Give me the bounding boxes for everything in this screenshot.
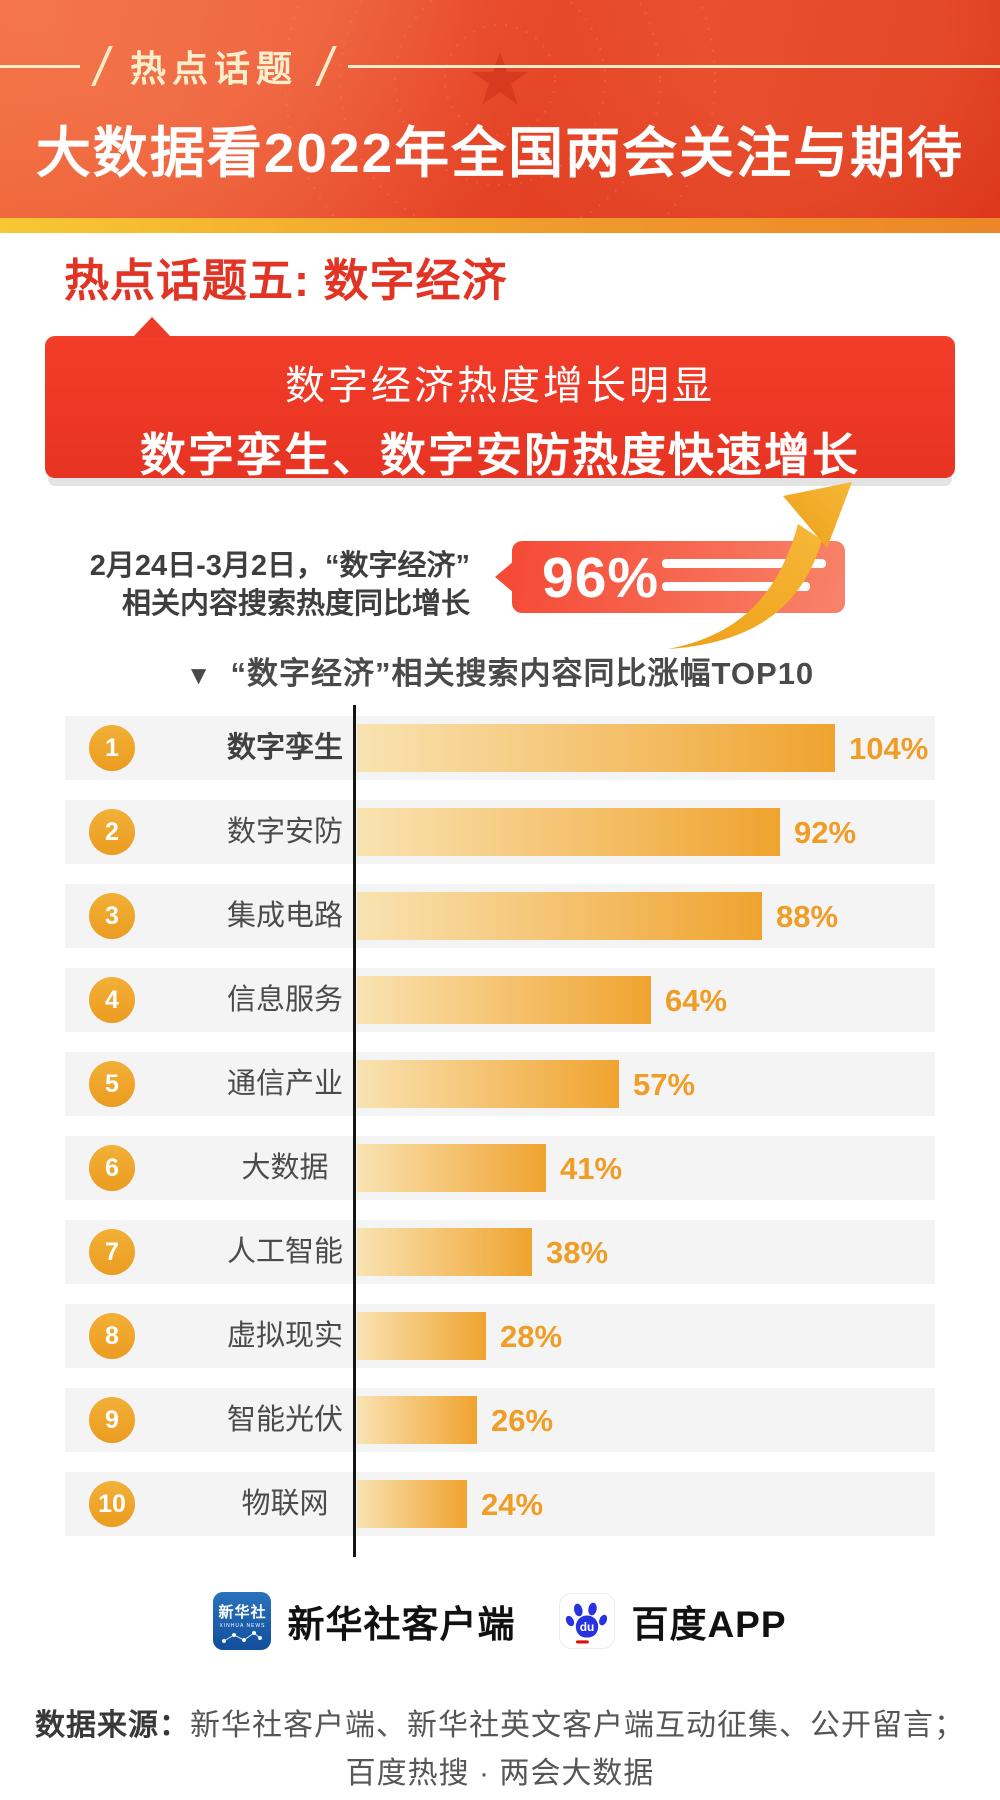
growth-value-badge: 96%: [495, 541, 845, 613]
chart-row: 3 集成电路 88%: [65, 884, 935, 948]
baidu-logo-group: du 百度APP: [559, 1593, 786, 1649]
chart-row: 9 智能光伏 26%: [65, 1388, 935, 1452]
chart-row: 2 数字安防 92%: [65, 800, 935, 864]
chart-title-text: “数字经济”相关搜索内容同比涨幅TOP10: [230, 656, 815, 691]
speed-line-decoration: [662, 582, 810, 591]
chart-row: 4 信息服务 64%: [65, 968, 935, 1032]
value-label: 28%: [500, 1319, 563, 1354]
hot-topic-tag-row: 热点话题: [0, 44, 1000, 89]
tag-line-left: [0, 64, 80, 68]
chart-row: 7 人工智能 38%: [65, 1220, 935, 1284]
gold-divider-strip: [0, 218, 1000, 233]
value-label: 26%: [491, 1403, 554, 1438]
value-bar: [357, 1228, 532, 1276]
rank-badge: 5: [89, 1061, 135, 1107]
value-label: 64%: [665, 983, 728, 1018]
section-title: 热点话题五: 数字经济: [64, 255, 508, 306]
chart-row: 8 虚拟现实 28%: [65, 1304, 935, 1368]
category-label: 大数据: [241, 1152, 329, 1184]
baidu-logo-label: 百度APP: [631, 1604, 787, 1645]
data-source-line2: 百度热搜 · 两会大数据: [345, 1757, 655, 1790]
rank-badge: 3: [89, 893, 135, 939]
chart-row: 6 大数据 41%: [65, 1136, 935, 1200]
category-label: 数字孪生: [226, 732, 343, 764]
value-label: 41%: [560, 1151, 623, 1186]
value-bar: [357, 1144, 546, 1192]
value-bar: [357, 976, 651, 1024]
value-bar: [357, 1060, 619, 1108]
xinhua-logo-label: 新华社客户端: [287, 1604, 516, 1645]
xinhua-logo-group: 新华社 XINHUA NEWS 新华社客户端: [213, 1592, 515, 1650]
value-label: 88%: [776, 899, 839, 934]
xinhua-logo-icon: 新华社 XINHUA NEWS: [213, 1592, 272, 1650]
category-label: 人工智能: [226, 1236, 343, 1268]
value-bar: [357, 808, 780, 856]
category-label: 集成电路: [226, 900, 343, 932]
chart-rows-container: 1 数字孪生 104% 2 数字安防 92% 3 集成电路 88% 4 信息服务 64% 5 通信产业 57…: [65, 716, 935, 1556]
data-source-text: 新华社客户端、新华社英文客户端互动征集、公开留言；: [190, 1709, 965, 1742]
callout-box: 数字经济热度增长明显 数字孪生、数字安防热度快速增长: [45, 317, 955, 481]
rank-badge: 9: [89, 1397, 135, 1443]
category-label: 信息服务: [226, 984, 343, 1016]
rank-badge: 7: [89, 1229, 135, 1275]
xinhua-icon-en-text: XINHUA NEWS: [219, 1623, 266, 1629]
triangle-down-icon: ▼: [185, 660, 213, 690]
value-bar: [357, 1312, 486, 1360]
constellation-decoration: [222, 1630, 263, 1644]
star-icon: [472, 52, 528, 105]
rank-badge: 2: [89, 809, 135, 855]
value-bar: [357, 724, 835, 772]
footer-logos: 新华社 XINHUA NEWS 新华社客户端: [0, 1592, 1000, 1650]
growth-desc-line2: 相关内容搜索热度同比增长: [121, 588, 470, 620]
baidu-paw-icon: du: [559, 1593, 616, 1649]
header-banner: 热点话题 大数据看2022年全国两会关注与期待: [0, 0, 1000, 218]
chart-row: 1 数字孪生 104%: [65, 716, 935, 780]
rank-badge: 8: [89, 1313, 135, 1359]
growth-value: 96%: [542, 546, 660, 610]
tag-line-right: [348, 64, 1000, 68]
xinhua-icon-cn-text: 新华社: [218, 1604, 267, 1621]
rank-badge: 10: [89, 1481, 135, 1527]
category-label: 虚拟现实: [226, 1320, 343, 1352]
value-label: 57%: [633, 1067, 696, 1102]
value-label: 92%: [794, 815, 857, 850]
slash-decoration: [315, 46, 337, 86]
category-label: 智能光伏: [226, 1404, 343, 1436]
speed-line-decoration: [662, 559, 826, 568]
value-label: 24%: [481, 1487, 544, 1522]
slash-decoration: [91, 46, 113, 86]
category-label: 通信产业: [226, 1068, 343, 1100]
category-label: 数字安防: [226, 816, 343, 848]
page-title: 大数据看2022年全国两会关注与期待: [35, 122, 965, 184]
hot-topic-tag: 热点话题: [130, 48, 299, 89]
chart-axis-line: [353, 705, 356, 1557]
growth-desc-line1: 2月24日-3月2日，“数字经济”: [89, 550, 470, 582]
callout-line1: 数字经济热度增长明显: [285, 364, 715, 408]
value-bar: [357, 1396, 477, 1444]
callout-line2: 数字孪生、数字安防热度快速增长: [140, 429, 860, 481]
rank-badge: 4: [89, 977, 135, 1023]
rank-badge: 6: [89, 1145, 135, 1191]
chart-row: 5 通信产业 57%: [65, 1052, 935, 1116]
chart-title: ▼ “数字经济”相关搜索内容同比涨幅TOP10: [0, 648, 1000, 693]
growth-description: 2月24日-3月2日，“数字经济” 相关内容搜索热度同比增长: [60, 547, 470, 623]
value-label: 38%: [546, 1235, 609, 1270]
up-arrow-icon: [668, 482, 852, 649]
svg-text:du: du: [580, 1620, 595, 1634]
chart-row: 10 物联网 24%: [65, 1472, 935, 1536]
rank-badge: 1: [89, 725, 135, 771]
value-bar: [357, 892, 762, 940]
category-label: 物联网: [241, 1488, 329, 1520]
value-bar: [357, 1480, 467, 1528]
badge-pointer-triangle: [495, 561, 514, 593]
data-source-line1: 数据来源：新华社客户端、新华社英文客户端互动征集、公开留言；: [0, 1700, 1000, 1744]
emblem-pattern-decoration: [284, 0, 716, 218]
value-label: 104%: [849, 731, 929, 766]
data-source-label: 数据来源：: [35, 1709, 190, 1742]
callout-pointer-triangle: [133, 317, 171, 337]
